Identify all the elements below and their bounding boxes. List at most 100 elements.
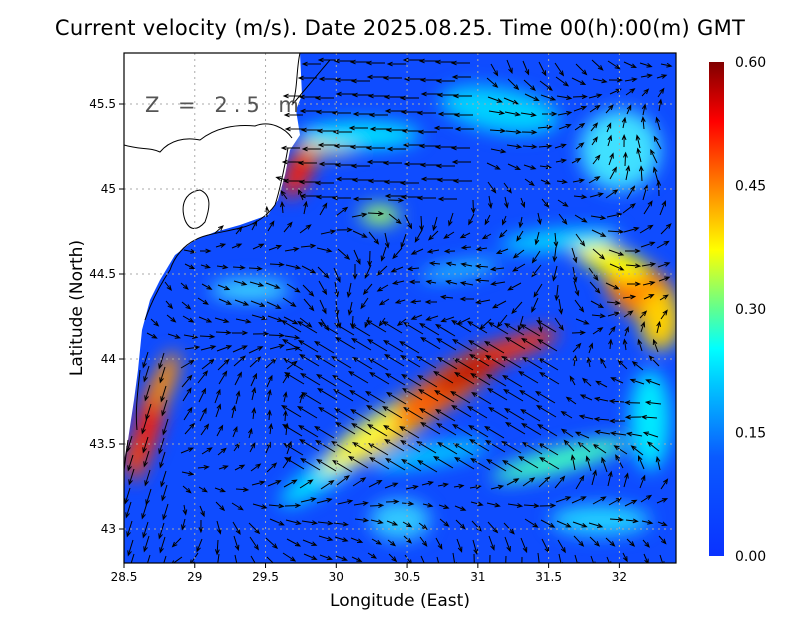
velocity-arrow bbox=[656, 74, 668, 79]
velocity-arrow bbox=[218, 370, 228, 385]
velocity-arrow bbox=[507, 78, 520, 91]
velocity-arrow bbox=[657, 98, 663, 112]
velocity-arrow bbox=[269, 344, 285, 350]
velocity-arrow bbox=[279, 201, 285, 214]
velocity-arrow bbox=[318, 76, 338, 82]
velocity-arrow bbox=[300, 243, 317, 249]
speed-patch bbox=[370, 500, 430, 540]
velocity-arrow bbox=[574, 214, 588, 223]
velocity-arrow bbox=[400, 439, 421, 453]
velocity-arrow bbox=[350, 408, 371, 422]
velocity-arrow bbox=[352, 230, 368, 238]
velocity-arrow bbox=[496, 314, 508, 328]
velocity-arrow bbox=[201, 283, 213, 290]
velocity-arrow bbox=[285, 519, 302, 525]
velocity-arrow bbox=[286, 283, 301, 293]
velocity-arrow bbox=[626, 281, 642, 287]
velocity-arrow bbox=[385, 499, 400, 505]
velocity-arrow bbox=[659, 200, 667, 216]
velocity-arrow bbox=[216, 520, 222, 535]
velocity-arrow bbox=[266, 374, 273, 388]
velocity-arrow bbox=[455, 519, 466, 530]
velocity-arrow bbox=[161, 399, 168, 417]
velocity-arrow bbox=[516, 230, 524, 242]
velocity-arrow bbox=[266, 301, 282, 309]
velocity-arrow bbox=[445, 279, 458, 285]
velocity-arrow bbox=[470, 199, 476, 214]
velocity-arrow bbox=[434, 144, 454, 150]
velocity-arrow bbox=[318, 280, 328, 296]
velocity-arrow bbox=[250, 463, 262, 472]
velocity-arrow bbox=[418, 143, 438, 149]
velocity-arrow bbox=[410, 314, 423, 320]
velocity-arrow bbox=[419, 322, 440, 336]
velocity-arrow bbox=[491, 300, 507, 309]
velocity-arrow bbox=[635, 134, 641, 149]
velocity-arrow bbox=[215, 403, 222, 418]
velocity-arrow bbox=[658, 535, 667, 545]
velocity-arrow bbox=[387, 539, 397, 547]
velocity-arrow bbox=[520, 408, 541, 422]
velocity-arrow bbox=[486, 162, 501, 170]
velocity-arrow bbox=[436, 422, 457, 436]
velocity-arrow bbox=[609, 418, 626, 424]
velocity-arrow bbox=[142, 351, 149, 369]
velocity-arrow bbox=[504, 111, 521, 117]
velocity-vectors bbox=[124, 57, 673, 563]
velocity-arrow bbox=[451, 404, 472, 418]
velocity-arrow bbox=[197, 464, 210, 470]
velocity-arrow bbox=[416, 110, 436, 116]
velocity-arrow bbox=[521, 337, 542, 351]
velocity-arrow bbox=[352, 111, 372, 117]
velocity-arrow bbox=[299, 108, 319, 114]
x-tick-label: 29.5 bbox=[252, 570, 279, 584]
velocity-arrow bbox=[524, 518, 539, 528]
velocity-arrow bbox=[573, 280, 580, 297]
velocity-arrow bbox=[454, 456, 475, 470]
velocity-arrow bbox=[332, 129, 352, 135]
velocity-arrow bbox=[300, 127, 320, 133]
velocity-arrow bbox=[536, 319, 557, 333]
y-axis-ticks: 43 43.5 44 44.5 45 45.5 bbox=[89, 97, 124, 536]
velocity-arrow bbox=[251, 314, 268, 321]
velocity-arrow bbox=[297, 405, 318, 419]
velocity-arrow bbox=[249, 442, 256, 453]
velocity-arrow bbox=[608, 152, 614, 166]
velocity-arrow bbox=[217, 553, 220, 563]
velocity-arrow bbox=[284, 247, 300, 252]
velocity-arrow bbox=[214, 388, 221, 404]
velocity-arrow bbox=[414, 229, 423, 243]
velocity-arrow bbox=[433, 370, 454, 384]
speed-patch bbox=[370, 440, 490, 470]
velocity-arrow bbox=[233, 355, 246, 367]
velocity-arrow bbox=[318, 321, 339, 335]
velocity-arrow bbox=[579, 394, 593, 401]
velocity-arrow bbox=[540, 519, 556, 528]
velocity-arrow bbox=[565, 396, 577, 405]
velocity-arrow bbox=[427, 230, 439, 241]
velocity-arrow bbox=[486, 373, 507, 387]
velocity-arrow bbox=[232, 265, 246, 270]
velocity-arrow bbox=[502, 459, 523, 473]
velocity-arrow bbox=[384, 108, 404, 114]
velocity-arrow bbox=[435, 323, 456, 337]
velocity-arrow bbox=[586, 356, 592, 368]
velocity-arrow bbox=[333, 388, 354, 402]
velocity-arrow bbox=[486, 502, 501, 508]
velocity-arrow bbox=[490, 281, 506, 286]
velocity-arrow bbox=[214, 317, 230, 323]
speed-patch bbox=[151, 351, 179, 409]
velocity-arrow bbox=[216, 345, 233, 352]
velocity-arrow bbox=[235, 487, 250, 492]
velocity-arrow bbox=[660, 223, 672, 235]
velocity-arrow bbox=[520, 197, 526, 209]
velocity-arrow bbox=[554, 475, 566, 489]
velocity-arrow bbox=[383, 179, 403, 185]
velocity-arrow bbox=[540, 94, 557, 101]
speed-patch bbox=[640, 290, 676, 350]
velocity-arrow bbox=[502, 215, 507, 226]
y-tick-label: 45 bbox=[101, 182, 116, 196]
velocity-arrow bbox=[570, 454, 576, 471]
velocity-arrow bbox=[623, 472, 629, 488]
velocity-arrow bbox=[574, 299, 585, 313]
